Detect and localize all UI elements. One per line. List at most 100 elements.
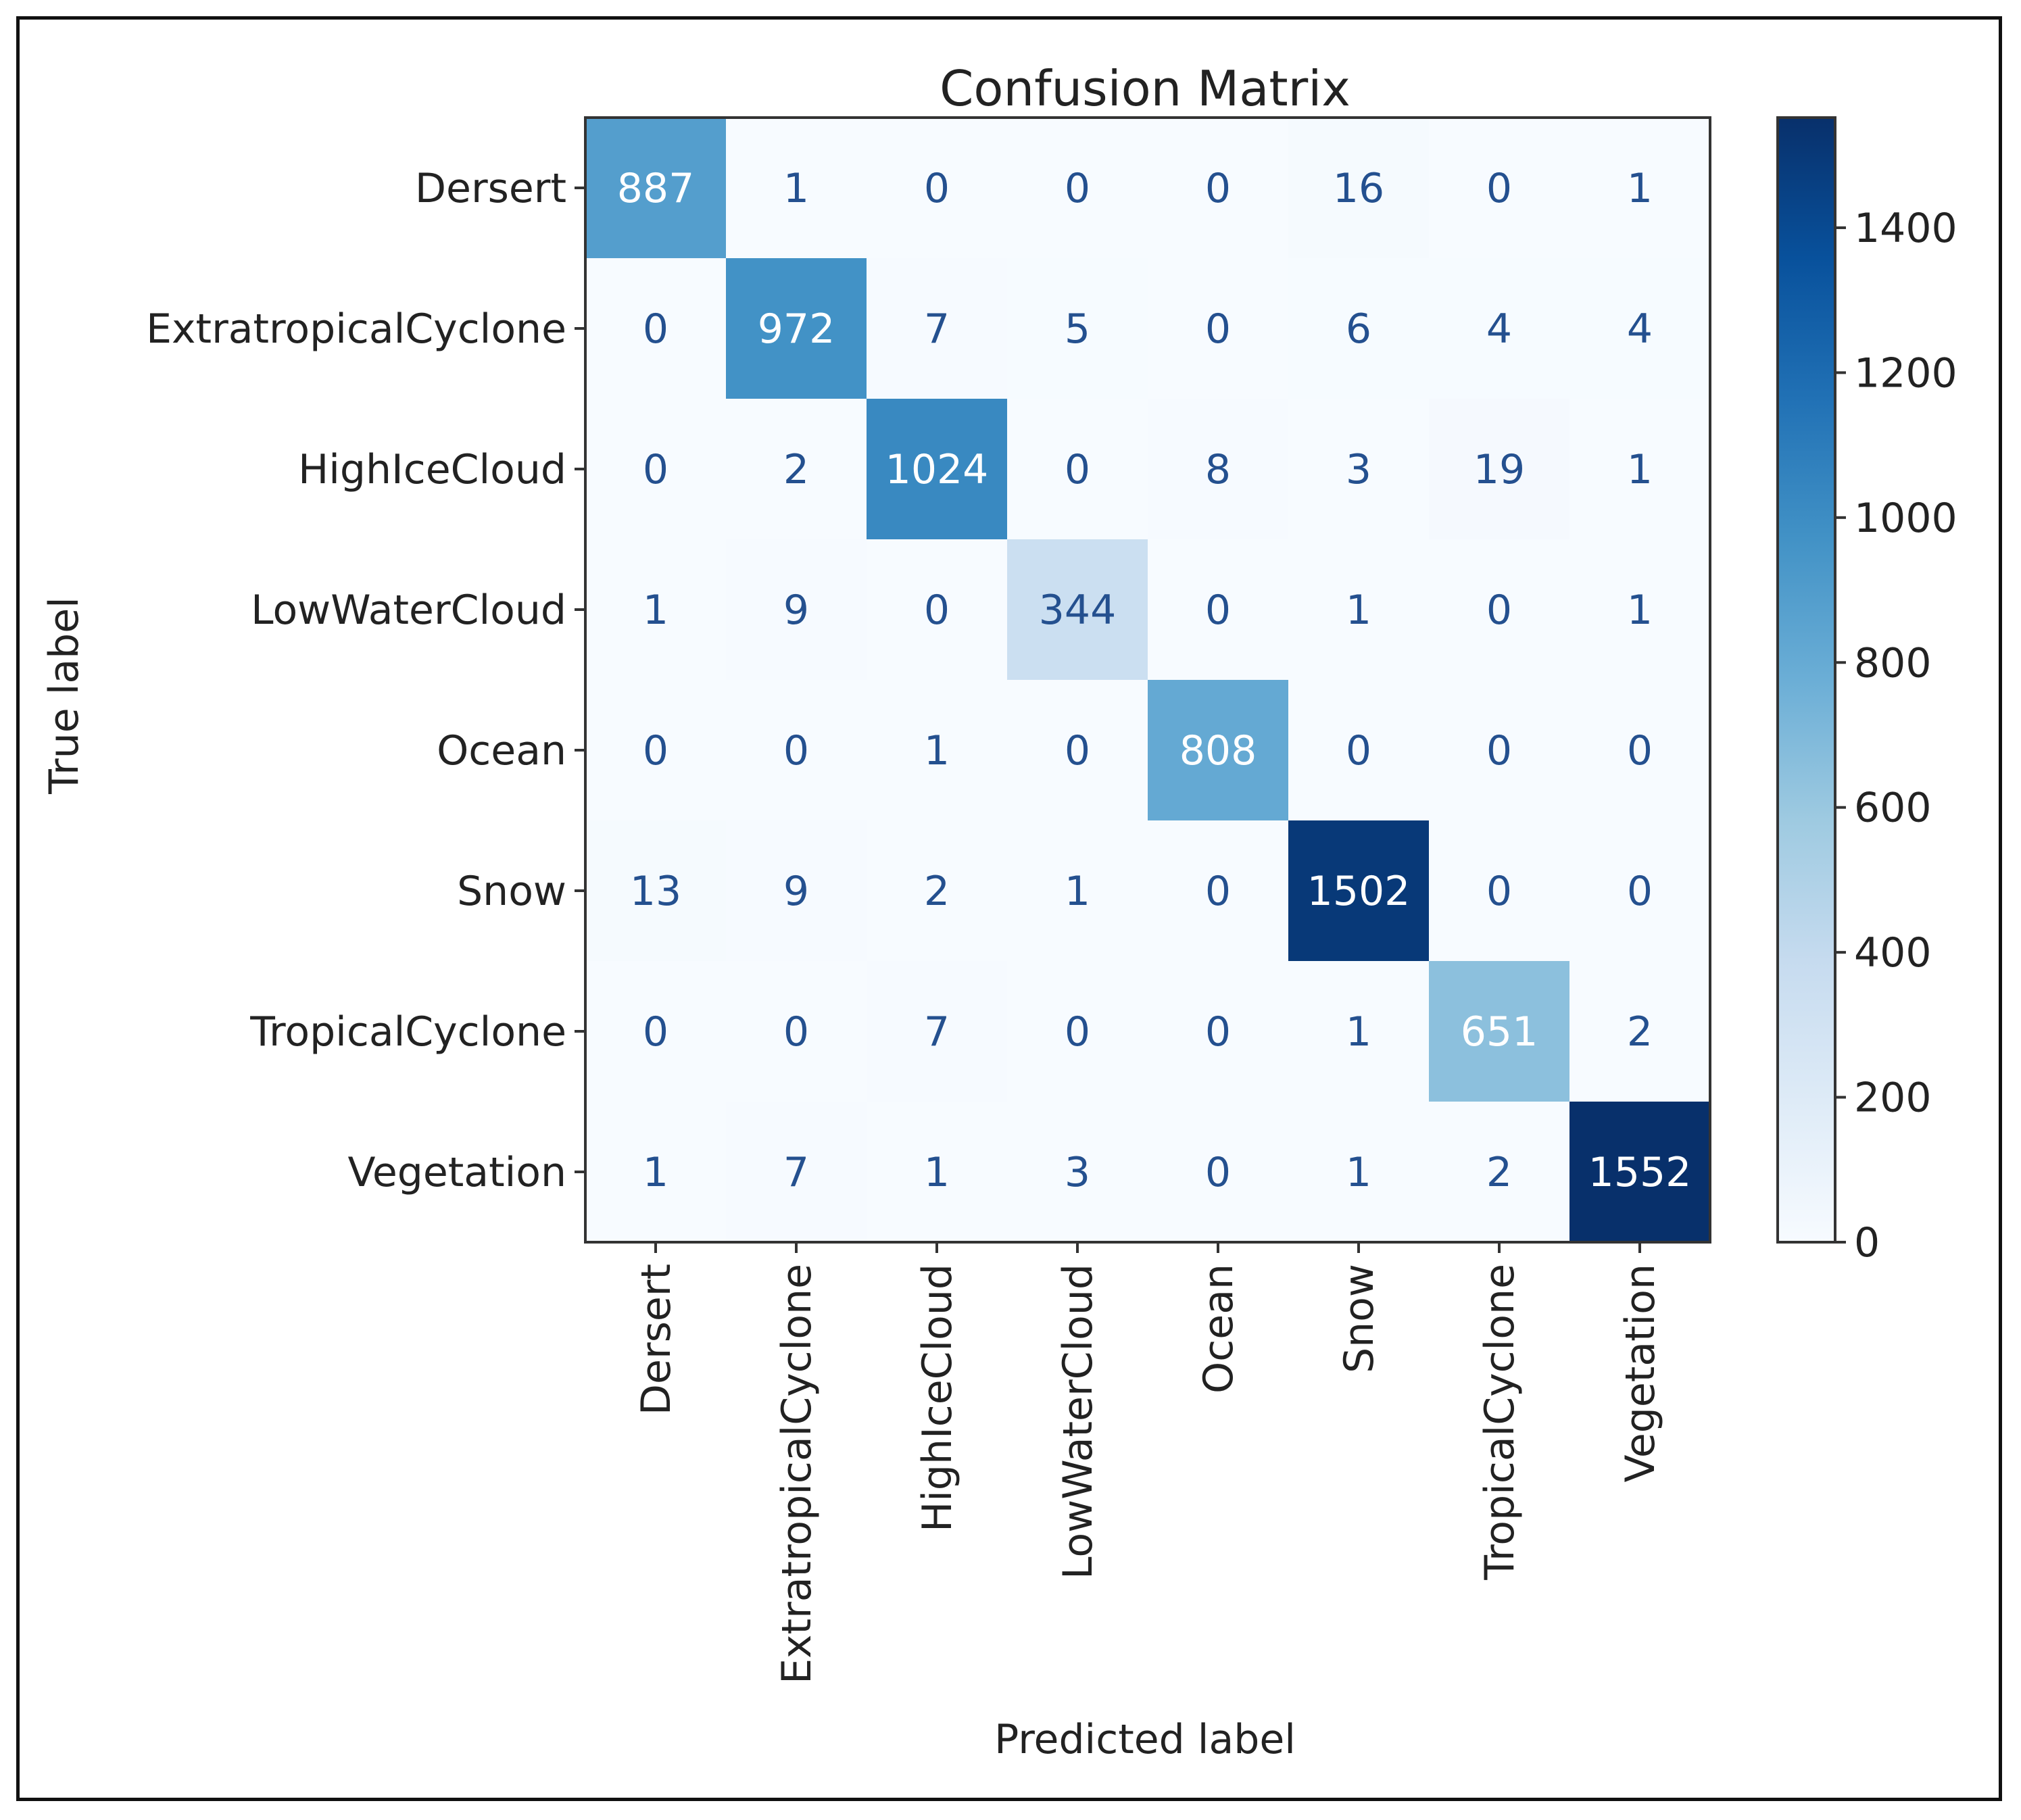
cell-value-label: 1 [783,165,809,212]
cell-value-label: 1502 [1307,868,1411,915]
heatmap-cell [1429,820,1570,962]
heatmap-cell [1148,258,1289,399]
cell-value-label: 1 [1346,587,1371,634]
heatmap-cell [1007,258,1148,399]
plot-border [584,116,1711,1244]
heatmap-cell [1569,1102,1711,1243]
colorbar-tick-label: 1400 [1854,205,1957,252]
heatmap-cell [726,680,867,821]
cell-value-label: 7 [924,305,950,353]
heatmap-cell [726,539,867,681]
heatmap-cell [1429,961,1570,1102]
heatmap-cell [585,258,727,399]
cell-value-label: 4 [1486,305,1512,353]
heatmap-cell [1429,1102,1570,1243]
heatmap-cell [1569,399,1711,540]
cell-value-label: 7 [924,1008,950,1056]
heatmap-cell [867,118,1008,259]
cell-value-label: 13 [630,868,681,915]
cell-value-label: 8 [1205,446,1231,493]
cell-value-label: 0 [783,727,809,774]
cell-value-label: 0 [1205,1149,1231,1196]
heatmap-cell [1007,961,1148,1102]
confusion-matrix-chart: Confusion Matrix 887 1 0 0 0 16 0 10 972 7 5 0 6 4 40 2… [41,60,1957,1763]
heatmap-cell [1288,539,1430,681]
heatmap-cell [1148,1102,1289,1243]
x-tick-label: Snow [1336,1264,1383,1373]
y-tick-label: TropicalCyclone [249,1008,566,1056]
cell-value-label: 0 [1065,446,1090,493]
y-tick-label: Vegetation [347,1149,566,1196]
heatmap-cell [867,961,1008,1102]
cell-value-label: 0 [1486,727,1512,774]
y-tick-label: Ocean [437,727,566,774]
heatmap-cell [726,258,867,399]
cell-value-label: 1 [1627,165,1653,212]
x-tick-label: TropicalCyclone [1476,1264,1524,1581]
y-tick-label: Snow [457,868,566,915]
heatmap-cell [1288,961,1430,1102]
cell-value-label: 1 [643,587,668,634]
cell-value-label: 808 [1179,727,1257,774]
heatmap-cell [1148,820,1289,962]
heatmap-cell [1148,118,1289,259]
heatmap-cell [1007,539,1148,681]
cell-value-label: 887 [617,165,695,212]
cell-value-label: 0 [1205,868,1231,915]
x-axis-label: Predicted label [994,1716,1296,1763]
y-axis-ticks: Dersert ExtratropicalCyclone HighIceCloud L… [146,165,585,1196]
colorbar [1776,116,1836,1244]
chart-title: Confusion Matrix [940,60,1350,117]
heatmap-cell [726,961,867,1102]
cell-value-label: 0 [1205,1008,1231,1056]
x-tick-label: Ocean [1195,1264,1242,1394]
cell-value-label: 19 [1474,446,1525,493]
heatmap-cell [1148,539,1289,681]
cell-value-label: 1 [643,1149,668,1196]
cell-value-label: 651 [1461,1008,1538,1056]
cell-value-label: 0 [1486,165,1512,212]
cell-value-label: 0 [1627,868,1653,915]
y-tick-label: LowWaterCloud [251,587,566,634]
heatmap-cells [585,118,1711,1243]
colorbar-tick-label: 800 [1854,639,1932,687]
cell-value-label: 0 [1486,868,1512,915]
cell-value-label: 9 [783,587,809,634]
cell-value-label: 0 [1486,587,1512,634]
heatmap-cell-labels: 887 1 0 0 0 16 0 10 972 7 5 0 6 4 40 2 1024 0 8 3 19 11 9 0 344 0… [617,165,1692,1196]
x-tick-label: Dersert [633,1264,680,1415]
colorbar-tick-label: 200 [1854,1075,1932,1122]
heatmap-cell [867,820,1008,962]
cell-value-label: 0 [1065,727,1090,774]
cell-value-label: 7 [783,1149,809,1196]
heatmap-cell [1288,680,1430,821]
cell-value-label: 1 [924,727,950,774]
heatmap-cell [867,399,1008,540]
y-tick-label: ExtratropicalCyclone [146,305,566,353]
heatmap-cell [1429,539,1570,681]
cell-value-label: 0 [1205,587,1231,634]
heatmap-cell [867,258,1008,399]
colorbar-tick-label: 400 [1854,929,1932,977]
cell-value-label: 1 [1346,1008,1371,1056]
heatmap-cell [1148,680,1289,821]
x-axis-ticks: Dersert ExtratropicalCyclone HighIceCloud L… [633,1242,1664,1684]
cell-value-label: 1 [924,1149,950,1196]
x-tick-label: LowWaterCloud [1054,1264,1102,1579]
heatmap-cell [1148,399,1289,540]
colorbar-tick-label: 600 [1854,785,1932,832]
heatmap-cell [726,399,867,540]
heatmap-cell [1569,539,1711,681]
heatmap-cell [1429,258,1570,399]
heatmap-cell [1429,680,1570,821]
colorbar-ticks: 0 200 400 600 800 1000 1200 1400 [1835,205,1957,1266]
heatmap-cell [585,680,727,821]
heatmap-cell [726,820,867,962]
cell-value-label: 1 [1346,1149,1371,1196]
cell-value-label: 0 [1627,727,1653,774]
colorbar-tick-label: 1200 [1854,349,1957,397]
heatmap-cell [1007,399,1148,540]
heatmap-cell [1288,820,1430,962]
heatmap-cell [1429,399,1570,540]
cell-value-label: 344 [1039,587,1117,634]
